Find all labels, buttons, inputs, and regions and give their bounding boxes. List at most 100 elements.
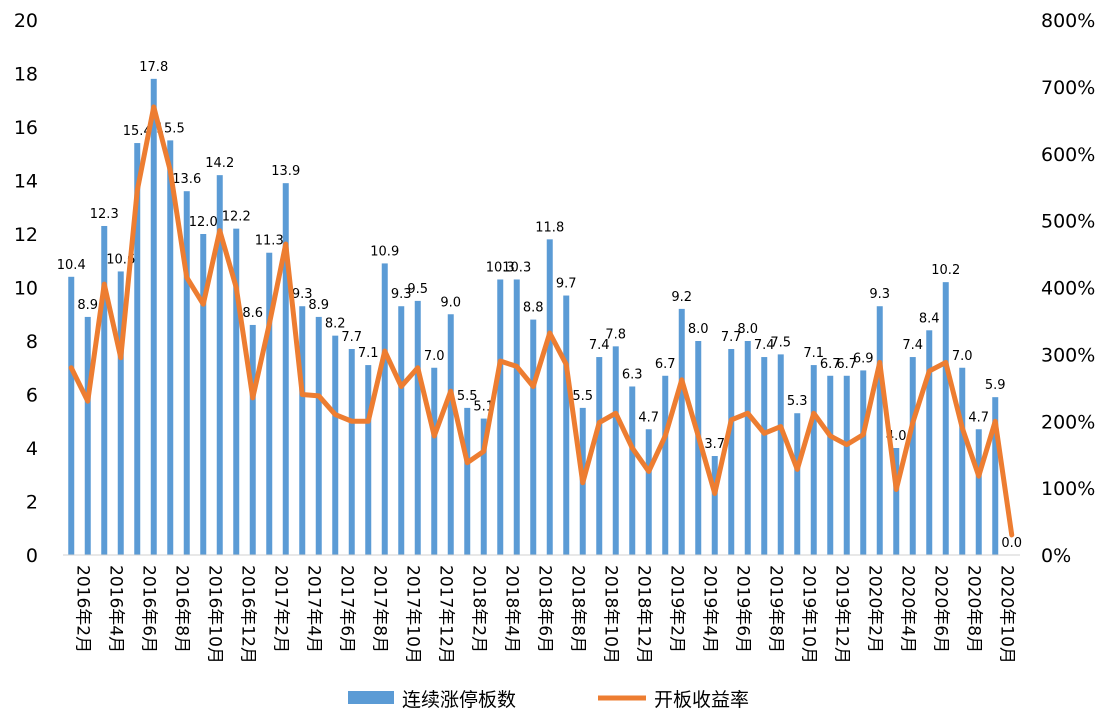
data-label: 5.5 [572, 389, 593, 404]
data-label: 10.3 [502, 260, 531, 275]
bar [810, 365, 817, 555]
data-label: 7.4 [902, 338, 923, 353]
data-label: 15.5 [156, 121, 185, 136]
bar [513, 279, 520, 555]
data-label: 7.5 [770, 335, 791, 350]
bar [365, 365, 372, 555]
bar [629, 386, 636, 555]
bar [464, 407, 471, 556]
x-tick-label: 2016年4月 [105, 565, 125, 653]
bar [662, 375, 669, 555]
x-tick-label: 2018年10月 [600, 565, 620, 664]
data-label: 7.1 [358, 346, 379, 361]
data-label: 5.9 [985, 378, 1006, 393]
bar [876, 306, 883, 555]
bar [909, 357, 916, 555]
bar [530, 319, 537, 555]
bar [744, 341, 751, 555]
data-label: 17.8 [139, 60, 168, 75]
bar [447, 314, 454, 555]
x-tick-label: 2017年2月 [270, 565, 290, 653]
bar [959, 367, 966, 555]
right-tick-label: 600% [1041, 144, 1095, 166]
x-tick-label: 2018年6月 [534, 565, 554, 653]
right-tick-label: 0% [1041, 545, 1071, 567]
data-label: 4.7 [968, 410, 989, 425]
data-label: 9.2 [671, 290, 692, 305]
x-tick-label: 2016年10月 [204, 565, 224, 664]
data-label: 9.0 [440, 295, 461, 310]
data-label: 6.9 [853, 351, 874, 366]
x-tick-label: 2017年6月 [336, 565, 356, 653]
data-label: 10.9 [370, 244, 399, 259]
bar [68, 276, 75, 555]
bar [266, 252, 273, 555]
x-tick-label: 2019年6月 [732, 565, 752, 653]
bar-series [68, 78, 999, 556]
bar [827, 375, 834, 555]
bar [645, 429, 652, 555]
x-tick-label: 2017年12月 [435, 565, 455, 664]
bar [167, 140, 174, 556]
data-label: 13.6 [172, 172, 201, 187]
bar [942, 282, 949, 555]
data-labels: 10.48.912.310.615.417.815.513.612.014.21… [57, 60, 1022, 551]
bar [150, 78, 157, 555]
bar [612, 346, 619, 555]
bar [546, 239, 553, 555]
data-label: 8.0 [737, 322, 758, 337]
x-tick-label: 2020年10月 [996, 565, 1016, 664]
bar [134, 143, 141, 556]
bar [348, 349, 355, 555]
data-label: 8.0 [688, 322, 709, 337]
right-tick-label: 200% [1041, 411, 1095, 433]
bar [926, 330, 933, 555]
bar [728, 349, 735, 555]
x-tick-label: 2016年12月 [237, 565, 257, 664]
data-label: 8.4 [919, 311, 940, 326]
bar [117, 271, 124, 555]
x-tick-label: 2018年12月 [633, 565, 653, 664]
bar [299, 306, 306, 555]
data-label: 11.8 [535, 220, 564, 235]
x-tick-label: 2019年4月 [699, 565, 719, 653]
legend-swatch-bar [348, 691, 394, 704]
line-path [68, 104, 1015, 538]
bar [992, 397, 999, 555]
bar [84, 316, 91, 555]
x-tick-label: 2016年6月 [138, 565, 158, 653]
data-label: 8.9 [77, 298, 98, 313]
x-axis-ticks: 2016年2月 2016年4月 2016年6月 2016年8月 2016年10月 2016… [72, 565, 1016, 664]
bar [860, 370, 867, 555]
bar [893, 448, 900, 555]
x-tick-label: 2016年2月 [72, 565, 92, 653]
data-label: 5.3 [787, 394, 808, 409]
data-label: 6.7 [836, 357, 857, 372]
right-tick-label: 100% [1041, 478, 1095, 500]
bar [315, 316, 322, 555]
x-tick-label: 2019年12月 [831, 565, 851, 664]
bar [101, 225, 108, 556]
data-label: 12.0 [189, 215, 218, 230]
data-label: 8.8 [523, 301, 544, 316]
left-tick-label: 18 [14, 64, 38, 86]
bar [414, 300, 421, 556]
x-tick-label: 2019年10月 [798, 565, 818, 664]
x-tick-label: 2017年4月 [303, 565, 323, 653]
left-tick-label: 20 [14, 10, 38, 32]
data-label: 13.9 [271, 164, 300, 179]
data-label: 7.7 [341, 330, 362, 345]
data-label: 8.2 [325, 317, 346, 332]
bar [843, 375, 850, 555]
x-tick-label: 2020年4月 [897, 565, 917, 653]
data-label: 14.2 [205, 156, 234, 171]
left-tick-label: 8 [26, 331, 38, 353]
left-tick-label: 2 [26, 492, 38, 514]
data-label: 0.0 [1001, 536, 1022, 551]
right-axis-ticks: 0% 100% 200% 300% 400% 500% 600% 700% 800% [1041, 10, 1095, 567]
bar [282, 183, 289, 556]
data-label: 9.3 [869, 287, 890, 302]
bar [563, 295, 570, 555]
left-tick-label: 4 [26, 438, 38, 460]
